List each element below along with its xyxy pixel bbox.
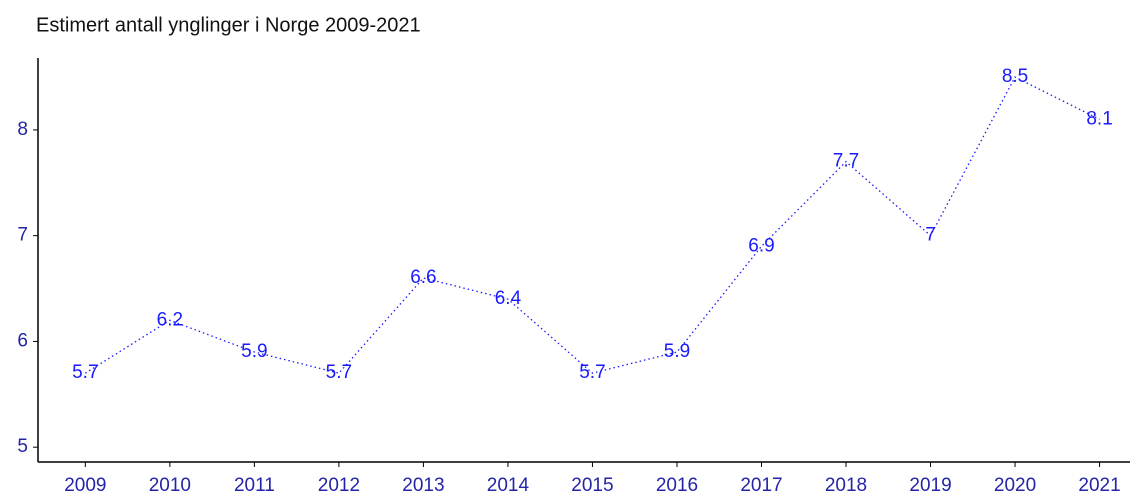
data-label: 5.7 [72,362,98,383]
data-label: 6.2 [157,309,183,330]
y-tick-label: 7 [17,225,28,246]
data-label: 6.4 [495,288,522,309]
x-tick-label: 2009 [64,475,106,496]
data-label: 8.5 [1002,66,1028,87]
data-label: 6.6 [410,267,436,288]
x-tick-label: 2012 [318,475,360,496]
x-tick-label: 2016 [656,475,698,496]
y-tick-label: 8 [17,119,28,140]
y-tick-label: 6 [17,330,28,351]
data-label: 5.7 [326,362,352,383]
x-tick-label: 2010 [149,475,191,496]
x-tick-label: 2013 [402,475,444,496]
y-tick-label: 5 [17,436,28,457]
data-label: 7 [925,225,936,246]
data-label: 8.1 [1086,108,1112,129]
x-tick-label: 2018 [825,475,867,496]
data-label: 5.9 [241,341,267,362]
x-tick-label: 2020 [994,475,1036,496]
x-tick-label: 2019 [909,475,951,496]
chart-title: Estimert antall ynglinger i Norge 2009-2… [36,14,421,36]
data-label: 7.7 [833,151,859,172]
x-tick-label: 2021 [1078,475,1120,496]
x-tick-label: 2011 [234,475,275,496]
series-line [84,76,1100,374]
x-tick-label: 2017 [740,475,782,496]
x-tick-label: 2014 [487,475,530,496]
data-label: 5.7 [579,362,605,383]
x-tick-label: 2015 [571,475,613,496]
data-label: 6.9 [748,235,774,256]
data-label: 5.9 [664,341,690,362]
